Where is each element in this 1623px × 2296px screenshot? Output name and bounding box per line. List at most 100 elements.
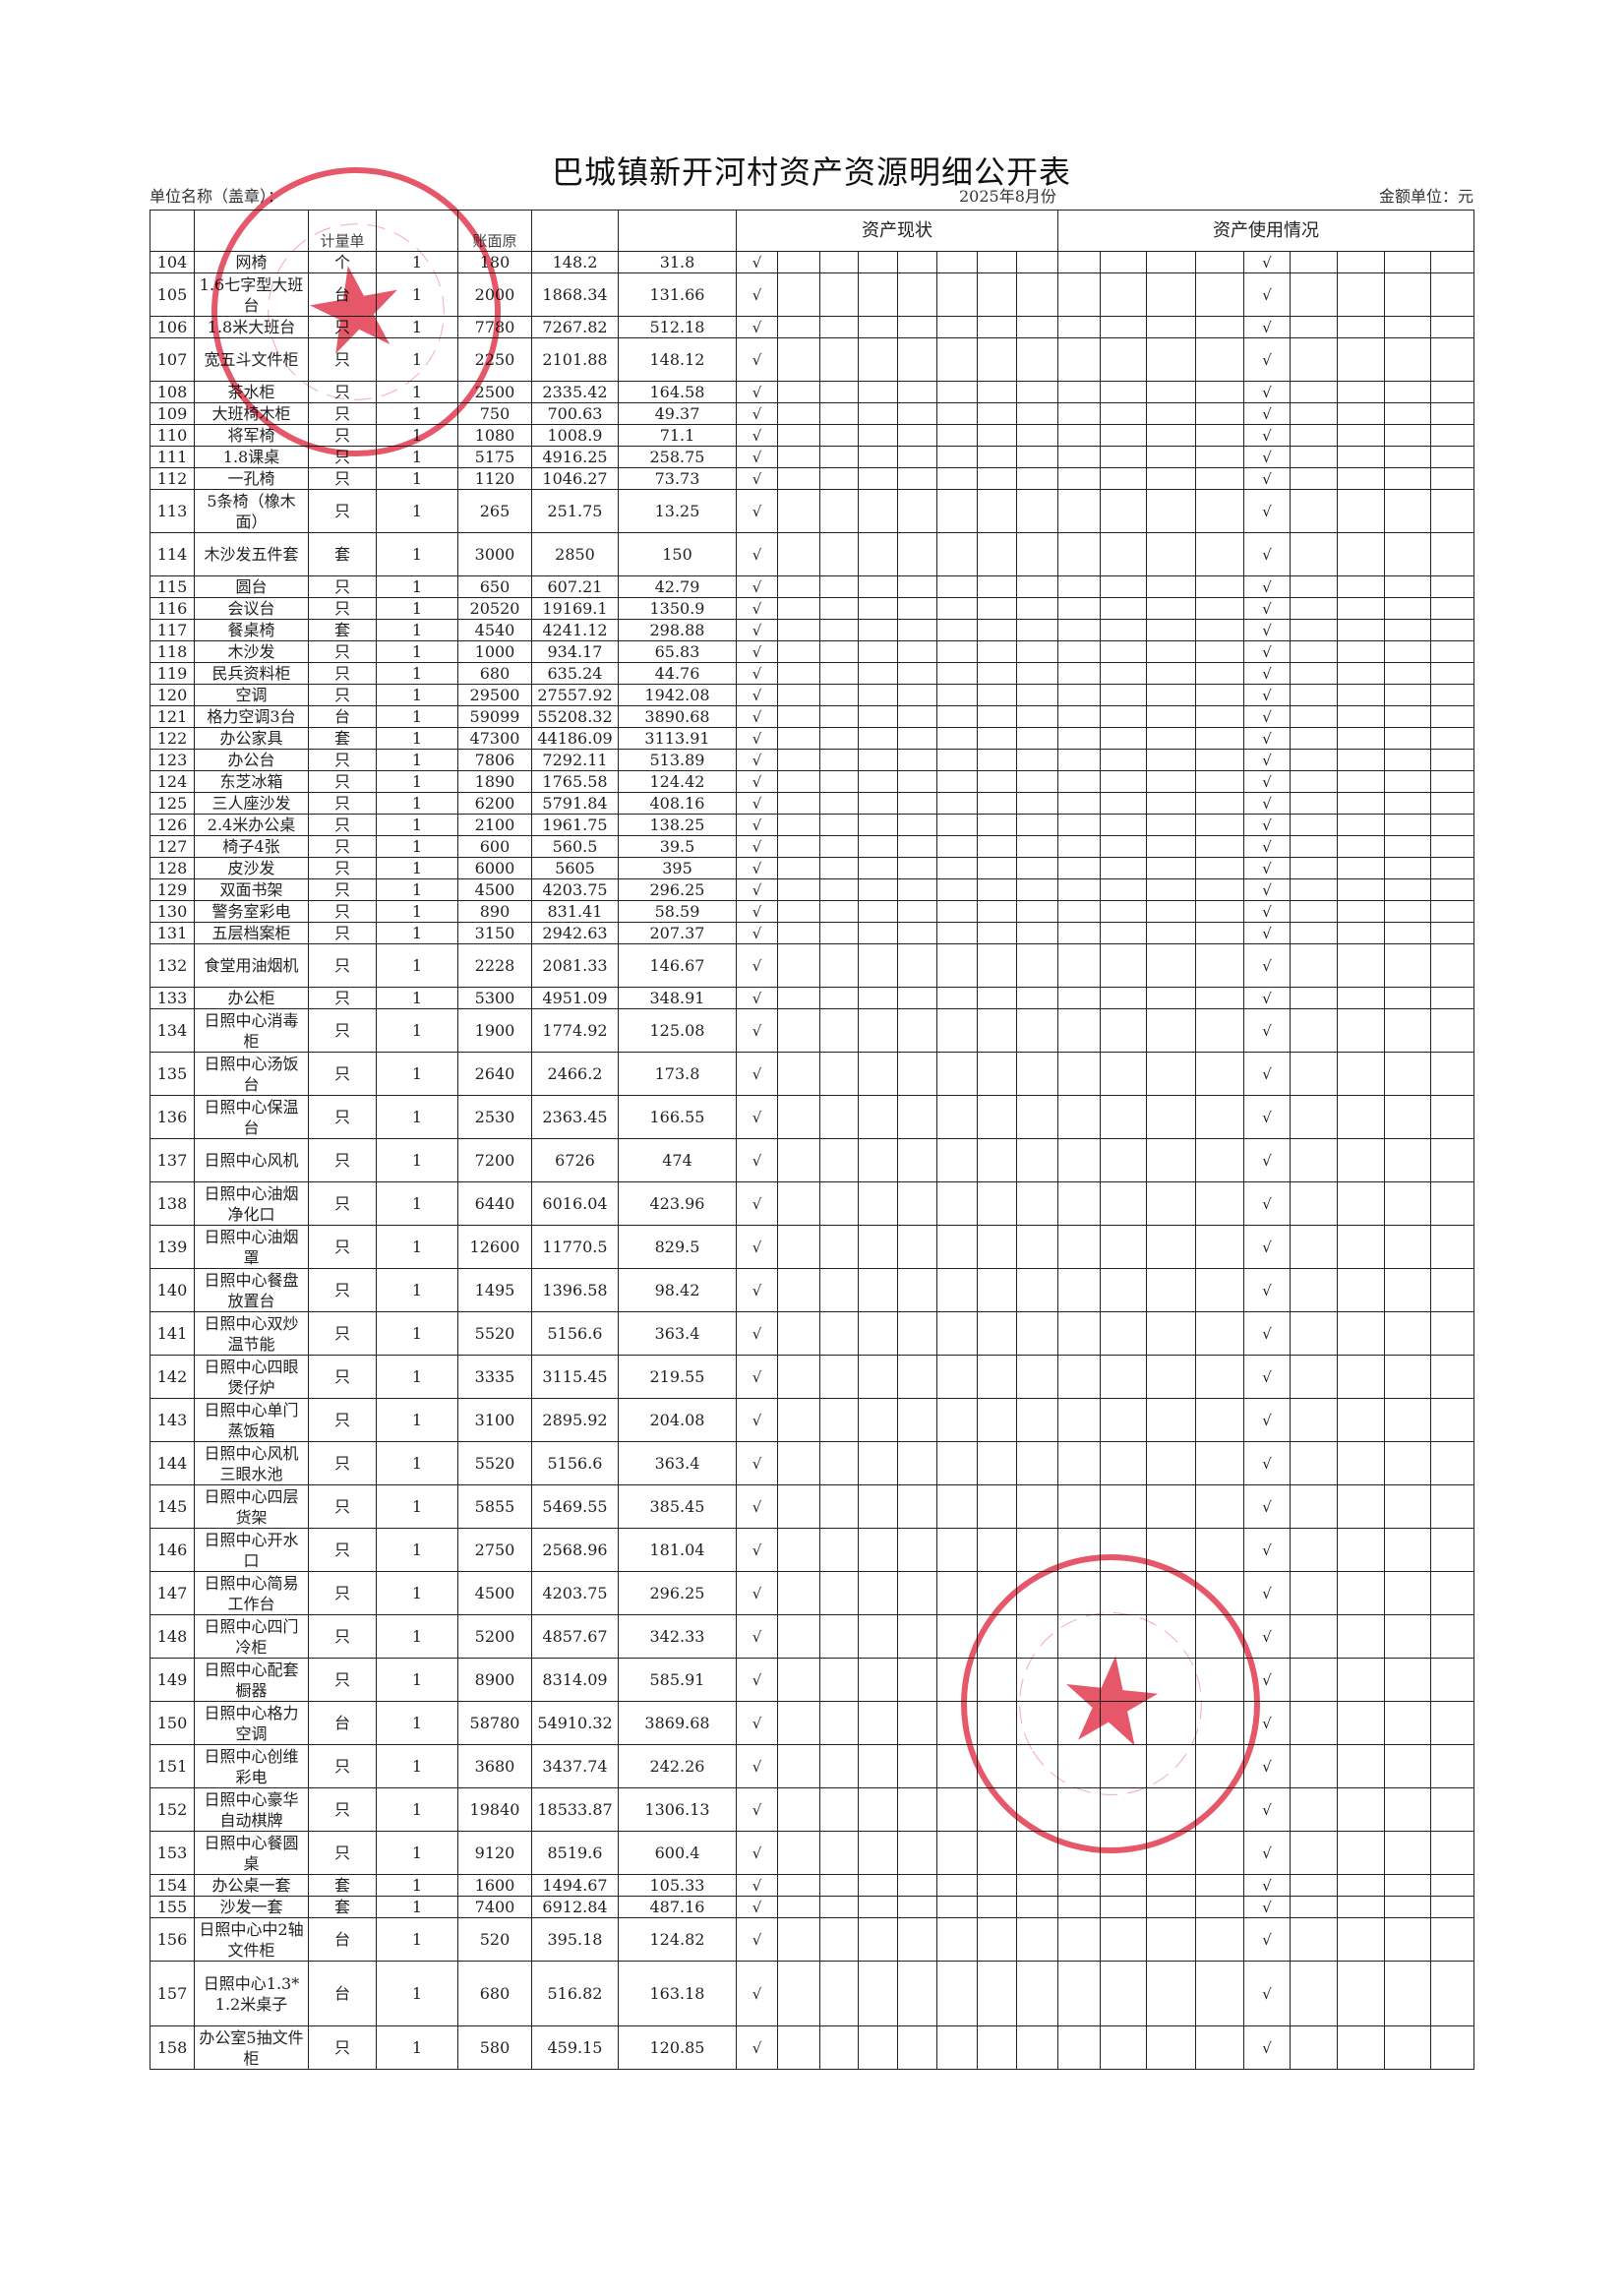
asset-usage-cell bbox=[1057, 402, 1101, 425]
asset-status-cell bbox=[1016, 1008, 1058, 1053]
asset-status-cell bbox=[858, 1744, 898, 1788]
asset-usage-cell bbox=[1195, 1052, 1244, 1096]
asset-name: 一孔椅 bbox=[194, 467, 309, 490]
table-row: 114 木沙发五件套套 1 3000 2850 150 √ √ bbox=[150, 532, 1475, 576]
asset-usage-cell bbox=[1100, 381, 1147, 403]
depreciation: 474 bbox=[618, 1138, 737, 1182]
asset-usage-cell bbox=[1195, 749, 1244, 771]
asset-usage-cell bbox=[1384, 640, 1431, 663]
asset-usage-cell bbox=[1429, 446, 1475, 468]
asset-status-cell: √ bbox=[736, 1095, 778, 1139]
table-row: 156 日照中心中2轴文件柜台 1 520 395.18 124.82 √ √ bbox=[150, 1917, 1475, 1962]
asset-usage-cell: √ bbox=[1243, 770, 1291, 793]
asset-usage-cell bbox=[1290, 1528, 1338, 1572]
asset-status-cell bbox=[858, 251, 898, 273]
asset-name: 空调 bbox=[194, 684, 309, 706]
asset-usage-cell bbox=[1337, 835, 1385, 858]
asset-usage-cell bbox=[1429, 381, 1475, 403]
asset-usage-cell bbox=[1146, 316, 1196, 338]
quantity: 1 bbox=[376, 749, 458, 771]
asset-usage-cell bbox=[1290, 835, 1338, 858]
net-value: 2081.33 bbox=[531, 943, 619, 988]
asset-usage-cell bbox=[1146, 1095, 1196, 1139]
asset-status-cell bbox=[897, 467, 937, 490]
asset-status-cell bbox=[897, 1744, 937, 1788]
asset-status-cell bbox=[777, 1441, 820, 1485]
asset-usage-cell bbox=[1429, 1225, 1475, 1269]
row-number: 151 bbox=[150, 1744, 195, 1788]
asset-usage-cell bbox=[1195, 597, 1244, 620]
asset-usage-cell: √ bbox=[1243, 1311, 1291, 1356]
asset-status-cell bbox=[819, 1181, 859, 1226]
asset-status-cell bbox=[858, 749, 898, 771]
asset-usage-cell bbox=[1429, 575, 1475, 598]
asset-usage-cell bbox=[1429, 1917, 1475, 1962]
asset-usage-cell bbox=[1337, 1398, 1385, 1442]
table-row: 149 日照中心配套橱器只 1 8900 8314.09 585.91 √ √ bbox=[150, 1658, 1475, 1702]
depreciation: 408.16 bbox=[618, 792, 737, 815]
original-value: 9120 bbox=[457, 1831, 532, 1875]
asset-usage-cell bbox=[1337, 381, 1385, 403]
asset-usage-cell bbox=[1100, 1484, 1147, 1529]
asset-usage-cell bbox=[1384, 1917, 1431, 1962]
asset-status-cell bbox=[897, 337, 937, 382]
asset-status-cell bbox=[777, 402, 820, 425]
depreciation: 258.75 bbox=[618, 446, 737, 468]
asset-usage-cell bbox=[1429, 1008, 1475, 1053]
original-value: 6000 bbox=[457, 857, 532, 879]
unit: 只 bbox=[308, 1355, 377, 1399]
quantity: 1 bbox=[376, 835, 458, 858]
asset-status-cell bbox=[1016, 1571, 1058, 1615]
row-number: 147 bbox=[150, 1571, 195, 1615]
asset-usage-cell bbox=[1429, 987, 1475, 1009]
asset-status-cell bbox=[1016, 1311, 1058, 1356]
asset-status-cell bbox=[858, 1008, 898, 1053]
asset-name: 沙发一套 bbox=[194, 1896, 309, 1918]
asset-usage-cell bbox=[1429, 1658, 1475, 1702]
asset-usage-cell bbox=[1100, 1181, 1147, 1226]
original-value: 2750 bbox=[457, 1528, 532, 1572]
asset-usage-cell bbox=[1100, 619, 1147, 641]
depreciation: 395 bbox=[618, 857, 737, 879]
row-number: 127 bbox=[150, 835, 195, 858]
asset-status-cell bbox=[819, 446, 859, 468]
row-number: 123 bbox=[150, 749, 195, 771]
asset-usage-cell bbox=[1100, 489, 1147, 533]
asset-name: 皮沙发 bbox=[194, 857, 309, 879]
asset-status-cell bbox=[858, 878, 898, 901]
asset-name: 日照中心简易工作台 bbox=[194, 1571, 309, 1615]
asset-status-cell bbox=[819, 1095, 859, 1139]
asset-usage-cell bbox=[1146, 1268, 1196, 1312]
asset-status-cell bbox=[977, 922, 1017, 944]
unit: 只 bbox=[308, 1398, 377, 1442]
asset-status-cell: √ bbox=[736, 467, 778, 490]
asset-usage-cell bbox=[1290, 1701, 1338, 1745]
asset-usage-cell: √ bbox=[1243, 619, 1291, 641]
asset-usage-cell bbox=[1057, 1268, 1101, 1312]
asset-usage-cell bbox=[1290, 878, 1338, 901]
asset-usage-cell: √ bbox=[1243, 1268, 1291, 1312]
asset-status-cell bbox=[819, 1787, 859, 1832]
asset-usage-cell bbox=[1337, 1008, 1385, 1053]
original-value: 2228 bbox=[457, 943, 532, 988]
asset-status-cell bbox=[819, 1961, 859, 2026]
asset-status-cell bbox=[1016, 1398, 1058, 1442]
asset-usage-cell bbox=[1290, 922, 1338, 944]
asset-usage-cell: √ bbox=[1243, 1225, 1291, 1269]
asset-status-cell bbox=[897, 402, 937, 425]
asset-usage-cell bbox=[1057, 1138, 1101, 1182]
asset-status-cell: √ bbox=[736, 1441, 778, 1485]
asset-status-cell bbox=[858, 1658, 898, 1702]
asset-name: 日照中心中2轴文件柜 bbox=[194, 1917, 309, 1962]
asset-status-cell bbox=[819, 1701, 859, 1745]
asset-status-cell bbox=[977, 1961, 1017, 2026]
asset-usage-cell bbox=[1290, 705, 1338, 728]
asset-usage-cell bbox=[1384, 943, 1431, 988]
unit: 只 bbox=[308, 922, 377, 944]
asset-status-cell bbox=[936, 857, 978, 879]
asset-usage-cell bbox=[1290, 792, 1338, 815]
asset-usage-cell bbox=[1146, 251, 1196, 273]
asset-status-cell bbox=[936, 532, 978, 576]
asset-status-cell bbox=[897, 943, 937, 988]
asset-status-cell bbox=[897, 1398, 937, 1442]
